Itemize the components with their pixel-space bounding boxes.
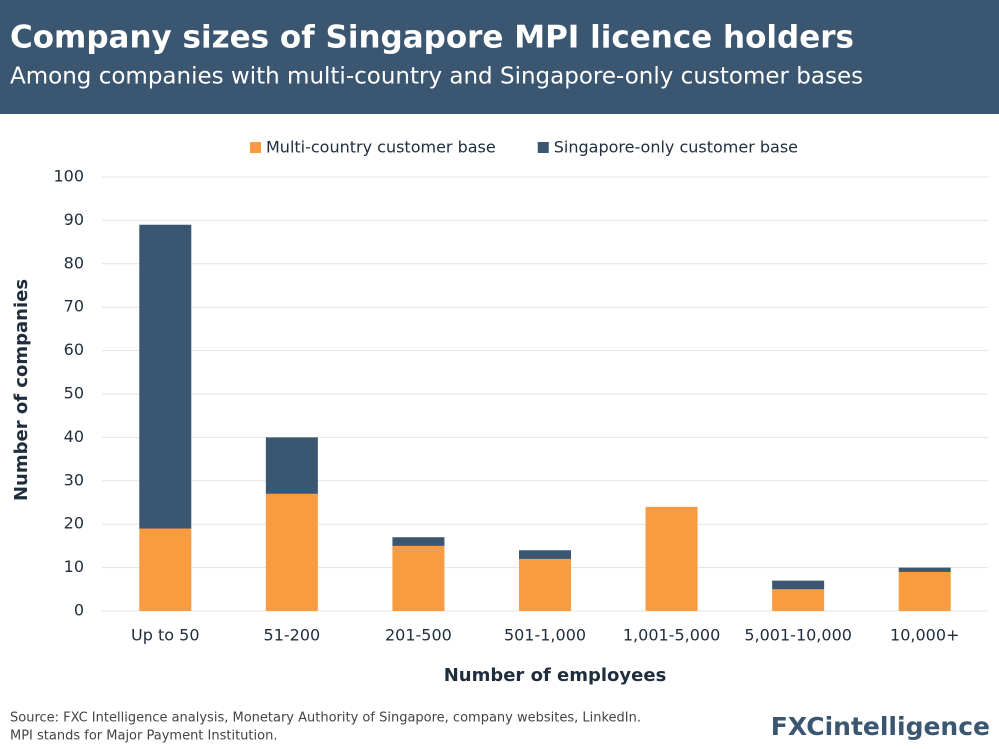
y-tick-label: 70 <box>64 297 84 316</box>
x-tick-label: 501-1,000 <box>504 626 586 645</box>
legend-swatch <box>537 142 549 153</box>
x-tick-label: 201-500 <box>385 626 452 645</box>
bar-segment <box>519 550 571 559</box>
chart-title: Company sizes of Singapore MPI licence h… <box>10 20 854 56</box>
bar-segment <box>392 537 445 546</box>
bar-segment <box>772 580 825 590</box>
y-tick-label: 50 <box>64 384 84 403</box>
x-tick-label: 5,001-10,000 <box>744 626 852 645</box>
logo: FXCintelligence <box>771 712 990 741</box>
y-axis-title: Number of companies <box>11 279 32 501</box>
y-tick-label: 100 <box>53 167 84 186</box>
x-tick-label: 10,000+ <box>890 626 959 645</box>
bar-segment <box>139 528 192 611</box>
bar-segment <box>265 493 318 611</box>
y-tick-label: 60 <box>64 340 84 359</box>
bar-segment <box>265 437 318 494</box>
bar-segment <box>898 571 951 611</box>
header-band <box>0 0 999 114</box>
x-tick-label: 51-200 <box>264 626 321 645</box>
y-tick-label: 90 <box>64 210 84 229</box>
footnote: MPI stands for Major Payment Institution… <box>10 729 277 744</box>
x-tick-label: 1,001-5,000 <box>623 626 720 645</box>
chart-subtitle: Among companies with multi-country and S… <box>10 64 863 90</box>
y-tick-label: 10 <box>64 557 84 576</box>
y-tick-label: 0 <box>74 601 84 620</box>
y-tick-label: 30 <box>64 470 84 489</box>
bar-segment <box>772 589 825 611</box>
y-tick-label: 40 <box>64 427 84 446</box>
y-tick-label: 80 <box>64 253 84 272</box>
y-tick-label: 20 <box>64 514 84 533</box>
bar-segment <box>139 224 192 529</box>
bar-segment <box>519 558 571 611</box>
legend-label: Singapore-only customer base <box>554 138 798 157</box>
source-note: Source: FXC Intelligence analysis, Monet… <box>10 711 641 726</box>
bar-segment <box>898 567 951 572</box>
legend-label: Multi-country customer base <box>266 138 496 157</box>
bar-segment <box>392 545 445 611</box>
x-axis-title: Number of employees <box>444 665 667 686</box>
legend-swatch <box>250 142 261 153</box>
x-tick-label: Up to 50 <box>131 626 199 645</box>
bar-segment <box>645 506 698 611</box>
